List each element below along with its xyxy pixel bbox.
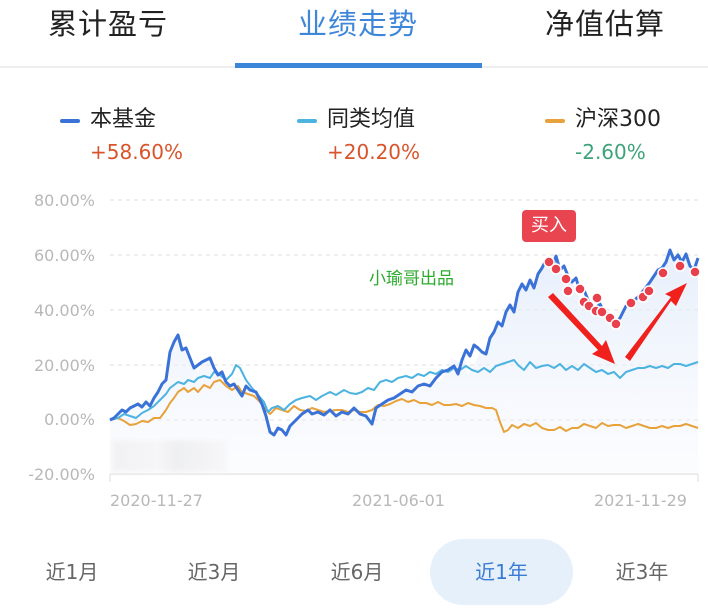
top-tab-bar: 累计盈亏 业绩走势 净值估算 <box>0 0 708 68</box>
legend-value: +20.20% <box>327 140 421 164</box>
buy-markers <box>543 256 701 330</box>
legend-value: -2.60% <box>575 140 646 164</box>
range-button-1m[interactable]: 近1月 <box>45 560 99 584</box>
x-tick-label: 2020-11-27 <box>110 491 203 510</box>
range-button-1y[interactable]: 近1年 <box>430 539 573 605</box>
legend-value: +58.60% <box>90 140 184 164</box>
time-range-selector: 近1月 近3月 近6月 近1年 近3年 <box>0 535 708 608</box>
legend-swatch-peer <box>297 119 317 123</box>
redacted-region <box>112 440 227 472</box>
legend-swatch-csi300 <box>545 119 565 123</box>
y-tick-label: 40.00% <box>33 301 95 320</box>
x-tick-label: 2021-06-01 <box>352 491 445 510</box>
range-button-3m[interactable]: 近3月 <box>187 560 241 584</box>
legend-label: 沪深300 <box>575 107 661 132</box>
down-arrow-icon <box>548 293 615 364</box>
y-tick-label: 0.00% <box>44 410 95 429</box>
y-tick-label: 80.00% <box>33 191 95 210</box>
up-arrow-icon <box>625 283 687 361</box>
fund-area-fill <box>110 250 698 474</box>
active-tab-indicator <box>235 63 482 68</box>
buy-badge: 买入 <box>522 210 576 242</box>
tab-nav-estimate[interactable]: 净值估算 <box>544 7 665 41</box>
x-tick-label: 2021-11-29 <box>594 491 687 510</box>
legend-label: 同类均值 <box>327 107 416 132</box>
performance-line-chart[interactable] <box>0 0 708 530</box>
tab-performance-trend[interactable]: 业绩走势 <box>297 7 418 41</box>
tab-cumulative-pnl[interactable]: 累计盈亏 <box>47 7 168 41</box>
legend-swatch-fund <box>60 119 80 123</box>
series-line-csi300 <box>109 379 699 433</box>
y-tick-label: 20.00% <box>33 356 95 375</box>
legend-label: 本基金 <box>90 107 157 132</box>
range-button-3y[interactable]: 近3年 <box>615 560 669 584</box>
series-line-peer-average <box>109 359 699 421</box>
trend-arrows <box>548 283 687 364</box>
series-line-fund <box>109 248 700 437</box>
y-tick-label: -20.00% <box>28 465 95 484</box>
range-button-6m[interactable]: 近6月 <box>330 560 384 584</box>
y-tick-label: 60.00% <box>33 246 95 265</box>
watermark-text: 小瑜哥出品 <box>369 269 454 289</box>
